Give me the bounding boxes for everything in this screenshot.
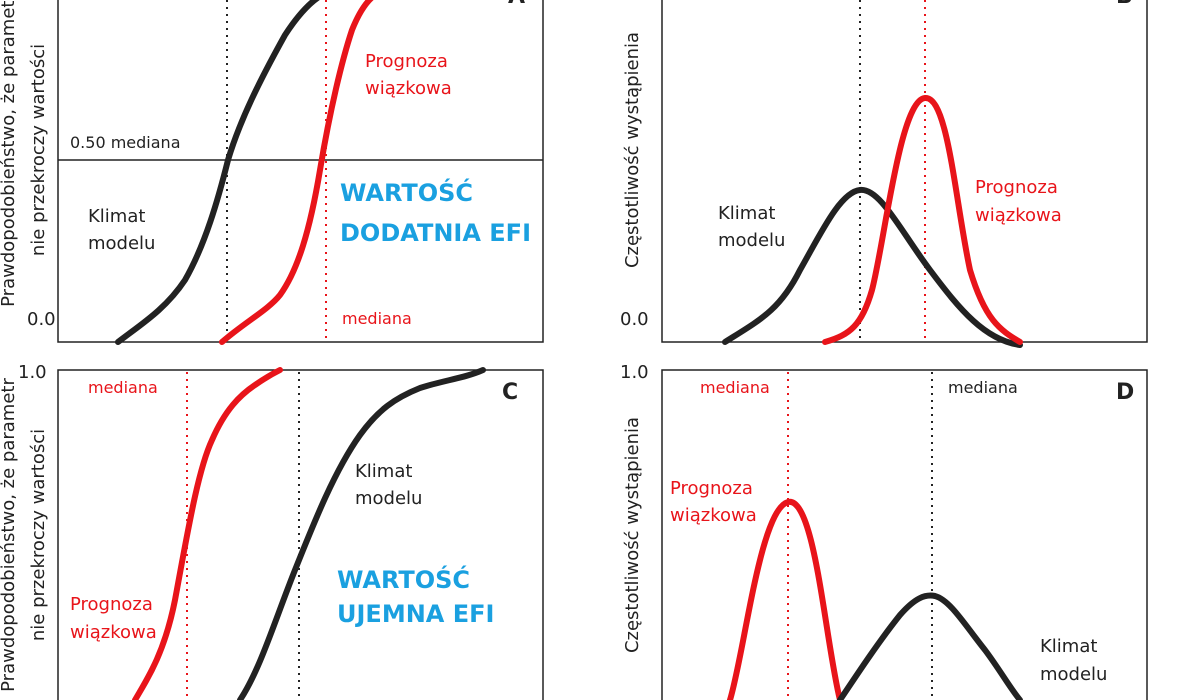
median-label: mediana [88,378,158,397]
y-top-label: 1.0 [18,362,47,383]
ensemble-label: Prognoza [975,177,1058,198]
panel-letter: A [508,0,525,9]
median-label: mediana [700,378,770,397]
ensemble-curve [132,367,283,700]
y-label: Prawdopodobieństwo, że parametr [0,378,19,692]
efi-label: WARTOŚĆ [337,564,470,594]
panel-letter: B [1116,0,1133,9]
panel-frame [661,0,1148,343]
climate-curve [237,367,486,700]
ensemble-curve [219,0,374,345]
ensemble-label: Prognoza [670,478,753,499]
median-label: mediana [948,378,1018,397]
ensemble-curve [822,95,1023,345]
climate-label: modelu [88,233,155,254]
climate-label: Klimat [88,206,145,227]
climate-label: Klimat [1040,636,1097,657]
climate-label: modelu [355,488,422,509]
climate-label: Klimat [718,203,775,224]
y-label: nie przekroczy wartości [28,44,49,256]
panel-frame [661,369,1148,700]
y-label: Prawdopodobieństwo, że parametr [0,0,19,307]
climate-curve [115,0,320,345]
ensemble-label: Prognoza [365,51,448,72]
panel-letter: C [502,380,518,405]
panel-frame [57,0,544,343]
y-top-label: 1.0 [620,362,649,383]
climate-label: modelu [1040,664,1107,685]
efi-label: DODATNIA EFI [340,219,531,247]
y-bottom-label: 0.0 [620,309,649,330]
climate-label: Klimat [355,461,412,482]
ensemble-label: wiązkowa [365,78,452,99]
y-label: nie przekroczy wartości [28,429,49,641]
ensemble-label: wiązkowa [975,205,1062,226]
ensemble-label: wiązkowa [70,622,157,643]
panel-letter: D [1116,380,1134,405]
climate-label: modelu [718,230,785,251]
climate-curve [837,592,1023,700]
ensemble-label: Prognoza [70,594,153,615]
ensemble-label: wiązkowa [670,505,757,526]
median-line-label: 0.50 mediana [70,133,181,152]
efi-label: WARTOŚĆ [340,177,473,207]
ensemble-curve [727,499,843,700]
climate-curve [722,187,1023,348]
efi-label: UJEMNA EFI [337,600,494,628]
y-label: Częstotliwość wystąpienia [622,417,643,653]
median-label: mediana [342,309,412,328]
panel-frame [57,369,544,700]
y-bottom-label: 0.0 [27,309,56,330]
y-label: Częstotliwość wystąpienia [622,32,643,268]
